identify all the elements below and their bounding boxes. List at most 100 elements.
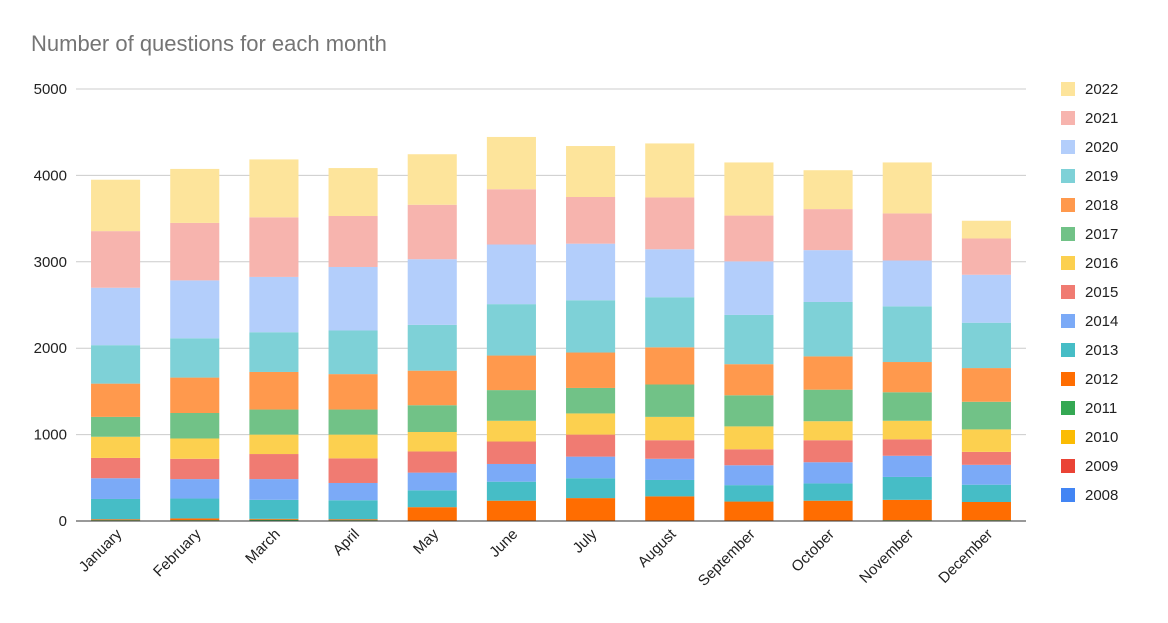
bar-segment	[645, 249, 695, 298]
bar-segment	[566, 352, 616, 388]
bar-segment	[407, 154, 457, 205]
bar-segment	[486, 481, 536, 501]
bar-segment	[724, 364, 774, 396]
bar-segment	[91, 345, 141, 384]
bar-segment	[328, 168, 378, 217]
legend-swatch	[1061, 111, 1075, 125]
bar-segment	[170, 413, 220, 439]
bar-segment	[724, 485, 774, 502]
bar-segment	[170, 338, 220, 378]
x-tick-label: February	[150, 525, 205, 580]
x-tick-label: May	[410, 525, 442, 557]
legend-label: 2022	[1085, 81, 1118, 98]
legend-swatch	[1061, 314, 1075, 328]
legend-label: 2010	[1085, 429, 1118, 446]
bar-segment	[961, 368, 1011, 402]
bar-segment	[407, 405, 457, 433]
legend-swatch	[1061, 169, 1075, 183]
bar-segment	[724, 395, 774, 427]
legend-swatch	[1061, 459, 1075, 473]
bar-segment	[724, 449, 774, 466]
bar-segment	[882, 420, 932, 440]
bar-segment	[645, 143, 695, 198]
bar-segment	[91, 231, 141, 288]
bar-segment	[170, 280, 220, 339]
bar-segment	[882, 260, 932, 307]
x-tick-label: April	[330, 526, 363, 559]
x-tick-label: September	[695, 526, 759, 590]
bar-segment	[566, 413, 616, 435]
bar-segment	[328, 434, 378, 459]
bar-segment	[882, 392, 932, 421]
legend-swatch	[1061, 343, 1075, 357]
legend-swatch	[1061, 256, 1075, 270]
bar-segment	[407, 432, 457, 452]
bar-segment	[407, 204, 457, 260]
bar-segment	[249, 454, 299, 480]
bar-segment	[724, 501, 774, 521]
bar-segment	[882, 439, 932, 456]
bar-segment	[249, 518, 299, 520]
bar-segment	[803, 483, 853, 501]
bar-segment	[486, 463, 536, 482]
legend-label: 2020	[1085, 139, 1118, 156]
legend-label: 2008	[1085, 487, 1118, 504]
legend-swatch	[1061, 198, 1075, 212]
legend-label: 2017	[1085, 226, 1118, 243]
x-tick-label: June	[486, 526, 521, 561]
legend-label: 2018	[1085, 197, 1118, 214]
bar-segment	[91, 498, 141, 520]
bar-segment	[170, 168, 220, 223]
bar-segment	[486, 304, 536, 356]
bar-segment	[882, 455, 932, 477]
x-tick-label: January	[76, 525, 126, 575]
bar-segment	[566, 478, 616, 499]
bar-segment	[803, 440, 853, 463]
bar-segment	[645, 496, 695, 521]
bar-segment	[566, 434, 616, 457]
bar-segment	[328, 374, 378, 410]
bar-segment	[486, 136, 536, 190]
bar-segment	[170, 458, 220, 480]
legend-label: 2016	[1085, 255, 1118, 272]
bar-segment	[724, 215, 774, 262]
bar-segment	[486, 355, 536, 391]
legend-label: 2013	[1085, 342, 1118, 359]
bar-segment	[407, 451, 457, 473]
bar-segment	[249, 409, 299, 435]
bar-segment	[961, 238, 1011, 275]
bar-segment	[961, 401, 1011, 430]
chart-title: Number of questions for each month	[31, 31, 387, 56]
bar-segment	[961, 220, 1011, 239]
bar-segment	[961, 274, 1011, 323]
bar-segment	[486, 189, 536, 245]
bar-segment	[170, 222, 220, 281]
x-tick-label: July	[570, 525, 601, 556]
bar-segment	[407, 259, 457, 325]
bar-segment	[803, 209, 853, 251]
legend-swatch	[1061, 372, 1075, 386]
bar-segment	[566, 498, 616, 521]
y-tick-label: 3000	[34, 254, 67, 271]
bar-segment	[91, 287, 141, 346]
bar-segment	[91, 179, 141, 232]
legend-label: 2012	[1085, 371, 1118, 388]
bar-segment	[882, 306, 932, 363]
y-tick-label: 4000	[34, 167, 67, 184]
bar-segment	[961, 451, 1011, 465]
y-tick-label: 0	[59, 513, 67, 530]
legend-swatch	[1061, 227, 1075, 241]
bar-segment	[486, 441, 536, 464]
bar-segment	[645, 479, 695, 497]
x-tick-label: March	[242, 526, 283, 567]
bar-segment	[724, 314, 774, 365]
x-tick-label: November	[856, 526, 917, 587]
bar-segment	[407, 472, 457, 491]
bar-segment	[249, 371, 299, 410]
bar-segment	[961, 429, 1011, 452]
bar-segment	[328, 458, 378, 483]
bar-segment	[407, 507, 457, 521]
legend-swatch	[1061, 401, 1075, 415]
bar-segment	[249, 499, 299, 519]
